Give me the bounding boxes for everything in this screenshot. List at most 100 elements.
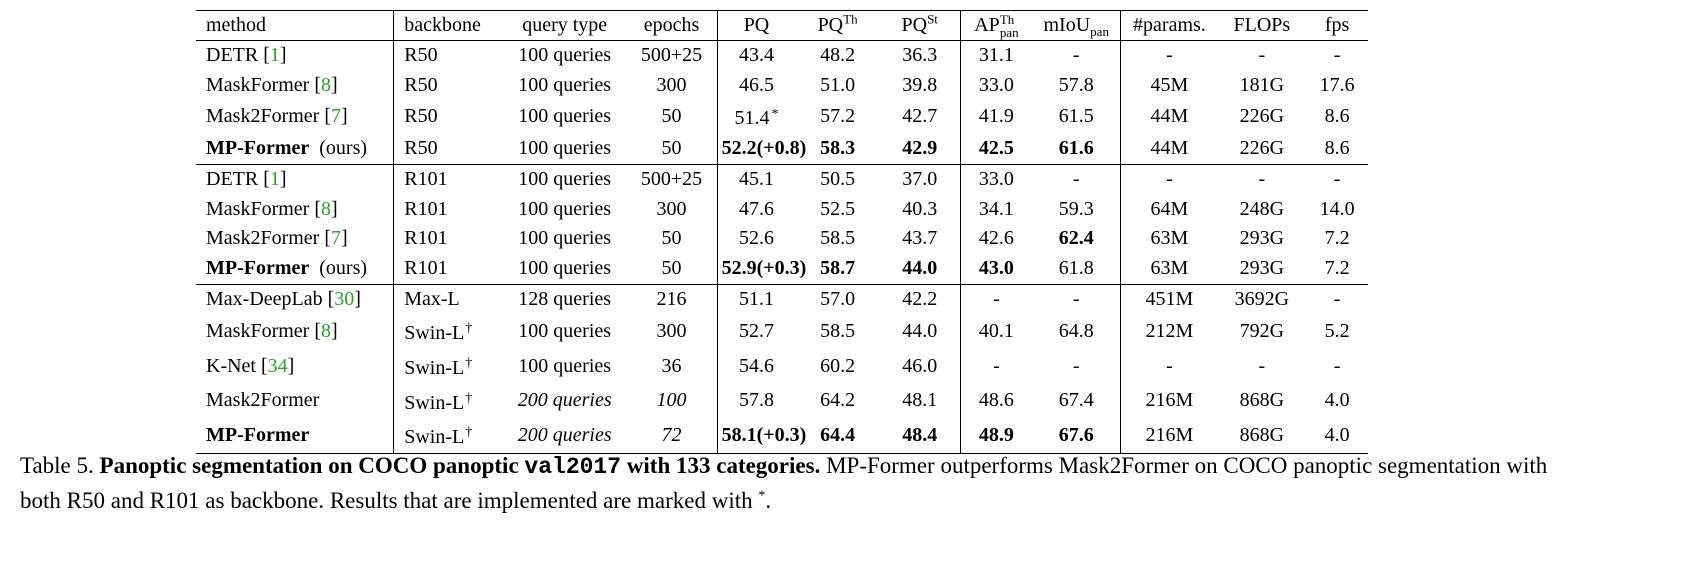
method-cell: Mask2Former [7] bbox=[196, 224, 395, 254]
flops-cell: 293G bbox=[1217, 253, 1307, 285]
query-type-cell: 100 queries bbox=[518, 354, 612, 377]
header-method: method bbox=[196, 10, 395, 41]
pq-th-cell: 58.3 bbox=[795, 134, 880, 165]
pq-st-cell: 42.7 bbox=[879, 100, 961, 135]
header-query-type: query type bbox=[502, 10, 627, 41]
header-pq-th: PQTh bbox=[795, 10, 880, 41]
params-cell: 63M bbox=[1120, 253, 1218, 285]
dagger-mark: † bbox=[465, 425, 473, 441]
fps-cell: 4.0 bbox=[1324, 389, 1350, 412]
table-row: MP-Former Swin-L† 200 queries 72 58.1(+0.3) 6… bbox=[196, 418, 1368, 455]
miou-pan-cell: - bbox=[1032, 164, 1122, 195]
asterisk-mark: * bbox=[771, 107, 779, 123]
flops-cell: 868G bbox=[1239, 389, 1285, 412]
epochs-cell: 50 bbox=[626, 100, 718, 135]
params-cell: 44M bbox=[1120, 134, 1218, 165]
ap-th-pan-cell: 41.9 bbox=[978, 105, 1014, 128]
pq-cell: 45.1 bbox=[738, 167, 774, 190]
citation-link[interactable]: 7 bbox=[331, 227, 341, 250]
method-name: Mask2Former bbox=[206, 227, 320, 250]
epochs-cell: 500+25 bbox=[626, 164, 718, 195]
citation-link[interactable]: 7 bbox=[331, 105, 341, 128]
pq-th-cell: 57.2 bbox=[820, 105, 856, 128]
miou-pan-cell: 67.4 bbox=[1032, 383, 1122, 419]
ap-th-pan-cell: - bbox=[993, 287, 1000, 310]
flops-cell: - bbox=[1258, 167, 1266, 190]
header-ap-th-pan: AP Th pan bbox=[960, 10, 1033, 41]
pq-th-cell: 51.0 bbox=[820, 73, 856, 96]
pq-th-cell: 64.2 bbox=[820, 389, 856, 412]
fps-cell: - bbox=[1333, 167, 1341, 190]
method-name: MP-Former bbox=[206, 137, 310, 160]
citation-link[interactable]: 8 bbox=[321, 73, 331, 96]
backbone-cell: R101 bbox=[404, 227, 448, 250]
ap-th-pan-cell: - bbox=[993, 354, 1000, 377]
method-name: MaskFormer bbox=[206, 73, 310, 96]
fps-cell: - bbox=[1333, 354, 1341, 377]
header-epochs: epochs bbox=[626, 10, 718, 41]
header-flops: FLOPs bbox=[1217, 10, 1307, 41]
miou-pan-cell: 57.8 bbox=[1032, 70, 1122, 101]
params-cell: 451M bbox=[1145, 287, 1194, 310]
header-backbone: backbone bbox=[393, 10, 503, 41]
backbone-cell: R101 bbox=[404, 167, 448, 190]
ap-th-pan-cell: 42.6 bbox=[978, 227, 1014, 250]
params-cell: 45M bbox=[1150, 73, 1189, 96]
query-type-cell: 200 queries bbox=[502, 418, 627, 455]
table-caption: Table 5. Panoptic segmentation on COCO p… bbox=[20, 453, 1548, 513]
citation-link[interactable]: 8 bbox=[321, 197, 331, 220]
pq-cell: 58.1(+0.3) bbox=[717, 418, 806, 455]
caption-title: Panoptic segmentation on COCO panoptic v… bbox=[99, 453, 821, 480]
flops-cell: 248G bbox=[1239, 197, 1285, 220]
fps-cell: 14.0 bbox=[1319, 197, 1355, 220]
miou-pan-cell: 64.8 bbox=[1032, 314, 1122, 350]
query-type-cell: 100 queries bbox=[518, 197, 612, 220]
pq-st-cell: 44.0 bbox=[879, 314, 961, 350]
citation-link[interactable]: 8 bbox=[321, 319, 331, 342]
miou-pan-cell: 59.3 bbox=[1032, 194, 1122, 225]
backbone-cell: Swin-L† bbox=[404, 321, 473, 345]
fps-cell: 5.2 bbox=[1324, 319, 1350, 342]
pq-st-cell: 36.3 bbox=[879, 40, 961, 71]
method-cell: Mask2Former bbox=[196, 383, 395, 419]
params-cell: - bbox=[1166, 44, 1173, 66]
pq-th-cell: 58.5 bbox=[820, 319, 856, 342]
flops-cell: 3692G bbox=[1234, 287, 1290, 310]
fps-cell: - bbox=[1333, 287, 1341, 310]
miou-pan-cell: - bbox=[1032, 349, 1122, 384]
table-row: MaskFormer [8] R50 100 queries 300 46.5 51.0 3… bbox=[196, 70, 1368, 101]
ap-th-pan-cell: 40.1 bbox=[978, 319, 1014, 342]
header-params: #params. bbox=[1120, 10, 1218, 41]
method-cell: MP-Former (ours) bbox=[196, 253, 395, 285]
flops-cell: - bbox=[1258, 354, 1266, 377]
method-name: Mask2Former bbox=[206, 389, 320, 412]
citation-link[interactable]: 1 bbox=[269, 44, 280, 66]
epochs-cell: 216 bbox=[626, 284, 718, 315]
table-row: Max-DeepLab [30] Max-L 128 queries 216 51.1 5… bbox=[196, 284, 1368, 315]
pq-th-cell: 52.5 bbox=[820, 197, 856, 220]
pq-st-cell: 42.9 bbox=[879, 134, 961, 165]
citation-link[interactable]: 1 bbox=[269, 167, 280, 190]
citation-link[interactable]: 30 bbox=[334, 287, 355, 310]
results-table: method backbone query type epochs PQ PQT… bbox=[196, 10, 1368, 455]
method-name: MP-Former bbox=[206, 423, 310, 446]
fps-cell: 8.6 bbox=[1324, 105, 1350, 128]
fps-cell: 7.2 bbox=[1306, 253, 1368, 285]
fps-cell: 7.2 bbox=[1324, 227, 1350, 250]
citation-link[interactable]: 34 bbox=[267, 354, 288, 377]
miou-pan-cell: - bbox=[1032, 284, 1122, 315]
backbone-cell: R50 bbox=[404, 105, 438, 128]
pq-th-cell: 57.0 bbox=[820, 287, 856, 310]
pq-th-cell: 50.5 bbox=[820, 167, 856, 190]
method-cell: MaskFormer [8] bbox=[196, 70, 395, 101]
query-type-cell: 100 queries bbox=[518, 73, 612, 96]
method-name: MaskFormer bbox=[206, 319, 310, 342]
method-cell: Mask2Former [7] bbox=[196, 100, 395, 135]
table-row: MP-Former (ours) R50 100 queries 50 52.2(+0.… bbox=[196, 134, 1368, 165]
method-cell: MaskFormer [8] bbox=[196, 314, 395, 350]
miou-pan-cell: 61.6 bbox=[1032, 134, 1122, 165]
params-cell: 216M bbox=[1145, 389, 1194, 412]
pq-th-cell: 48.2 bbox=[820, 44, 856, 66]
dagger-mark: † bbox=[465, 356, 473, 372]
pq-st-cell: 39.8 bbox=[879, 70, 961, 101]
